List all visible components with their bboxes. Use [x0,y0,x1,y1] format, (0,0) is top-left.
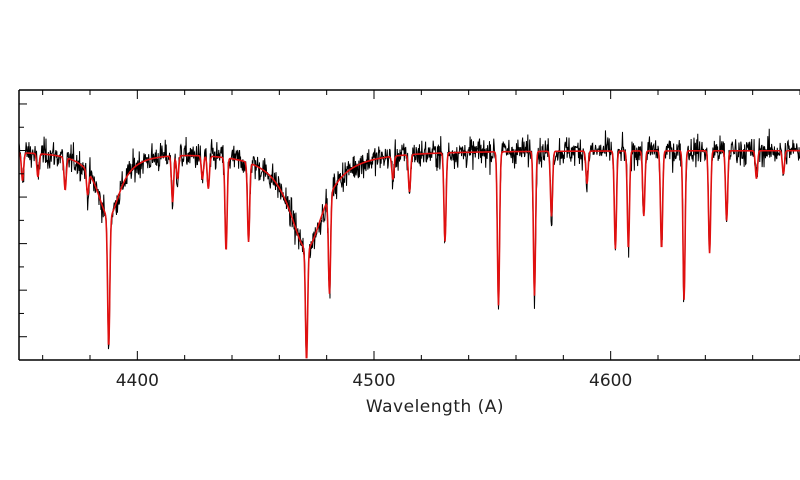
x-tick-label: 4400 [116,371,159,391]
plot-area [19,128,800,359]
x-axis-label: Wavelength (A) [366,397,504,417]
x-tick-label: 4500 [352,371,395,391]
model-spectrum-line [19,149,800,359]
plot-frame [18,89,800,361]
observed-spectrum-line [19,128,800,357]
axis-ticks: 4400 4500 4600 [19,90,800,391]
x-tick-label: 4600 [589,371,632,391]
